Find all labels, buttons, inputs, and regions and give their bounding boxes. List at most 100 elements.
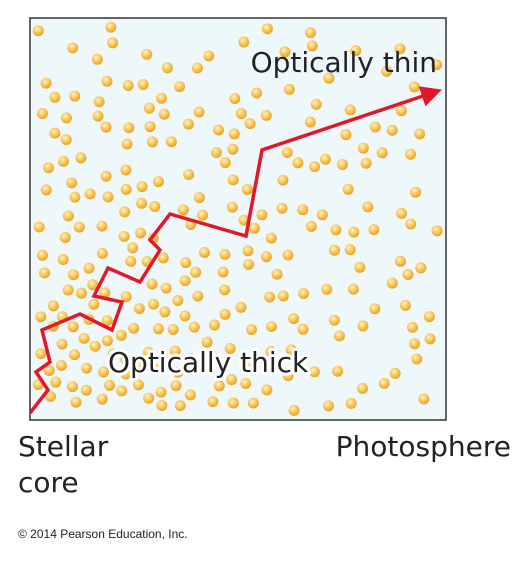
particle: [297, 323, 309, 335]
particle: [92, 110, 104, 122]
copyright: © 2014 Pearson Education, Inc.: [18, 527, 188, 541]
particle: [165, 136, 177, 148]
particle: [347, 283, 359, 295]
particle: [107, 348, 119, 360]
particle: [193, 106, 205, 118]
particle: [319, 153, 331, 165]
particle: [316, 209, 328, 221]
particle: [57, 254, 69, 265]
particle: [281, 147, 293, 158]
particle: [288, 404, 300, 416]
particle: [219, 157, 231, 169]
particle: [121, 138, 133, 150]
particle: [248, 222, 260, 234]
particle: [260, 251, 272, 263]
particle: [188, 321, 200, 333]
particle: [172, 366, 184, 378]
particle: [159, 306, 171, 318]
particle: [180, 257, 192, 269]
particle: [101, 315, 113, 326]
particle: [424, 333, 436, 345]
particle: [169, 345, 181, 357]
particle: [226, 374, 238, 386]
particle: [229, 93, 241, 104]
particle: [160, 282, 172, 294]
particle: [174, 400, 186, 412]
particle: [120, 183, 132, 195]
particle: [192, 290, 204, 302]
particle: [201, 336, 213, 348]
particle: [298, 288, 309, 299]
particle: [213, 124, 224, 136]
particle: [368, 224, 380, 236]
particle: [62, 284, 74, 296]
particle: [306, 40, 318, 52]
particle: [405, 218, 417, 230]
particle: [100, 121, 112, 133]
particle: [127, 242, 139, 254]
particle: [167, 324, 179, 335]
particle: [411, 353, 423, 365]
particle: [217, 266, 229, 278]
particle: [93, 96, 105, 108]
particle: [149, 201, 161, 212]
particle: [149, 364, 161, 375]
particle: [122, 80, 134, 91]
particle: [43, 365, 55, 376]
particle: [120, 368, 132, 380]
particle: [409, 338, 421, 350]
particle: [69, 191, 81, 203]
particle: [272, 359, 284, 371]
particle: [133, 303, 145, 315]
particle: [345, 397, 357, 409]
particle: [333, 330, 345, 342]
particle: [265, 346, 277, 358]
particle: [73, 221, 85, 233]
particle: [58, 155, 69, 167]
particle: [386, 277, 398, 289]
particle: [260, 109, 272, 121]
particle: [264, 291, 276, 303]
particle: [235, 108, 247, 120]
particle: [102, 191, 114, 203]
particle: [47, 300, 59, 312]
particle: [76, 287, 87, 299]
particle: [125, 255, 137, 267]
particle: [96, 393, 108, 405]
particle: [357, 142, 369, 154]
particle: [69, 349, 80, 361]
particle: [190, 266, 202, 278]
particle: [62, 210, 74, 222]
particle: [75, 152, 87, 164]
particle: [96, 220, 108, 232]
particle: [309, 161, 321, 173]
particle: [261, 384, 273, 396]
particle: [357, 382, 368, 394]
particle: [360, 157, 372, 169]
particle: [184, 389, 196, 401]
particle: [158, 108, 170, 120]
particle: [179, 275, 191, 287]
particle: [405, 148, 417, 160]
particle: [36, 108, 48, 119]
particle: [283, 83, 295, 95]
particle: [157, 252, 169, 264]
particle: [369, 121, 381, 133]
particle: [423, 311, 435, 323]
particle: [87, 279, 99, 291]
particle: [118, 230, 130, 242]
particle: [277, 290, 289, 302]
particle: [101, 335, 113, 347]
thin-label: Optically thin: [251, 46, 437, 79]
particle: [261, 23, 273, 35]
particle: [219, 284, 231, 296]
particle: [59, 232, 71, 243]
particle: [91, 53, 103, 65]
particle: [146, 136, 158, 148]
particle: [161, 62, 173, 74]
particle: [354, 261, 366, 273]
particle: [396, 207, 408, 219]
particle: [116, 385, 128, 397]
particle: [369, 303, 381, 315]
particle: [50, 376, 62, 388]
